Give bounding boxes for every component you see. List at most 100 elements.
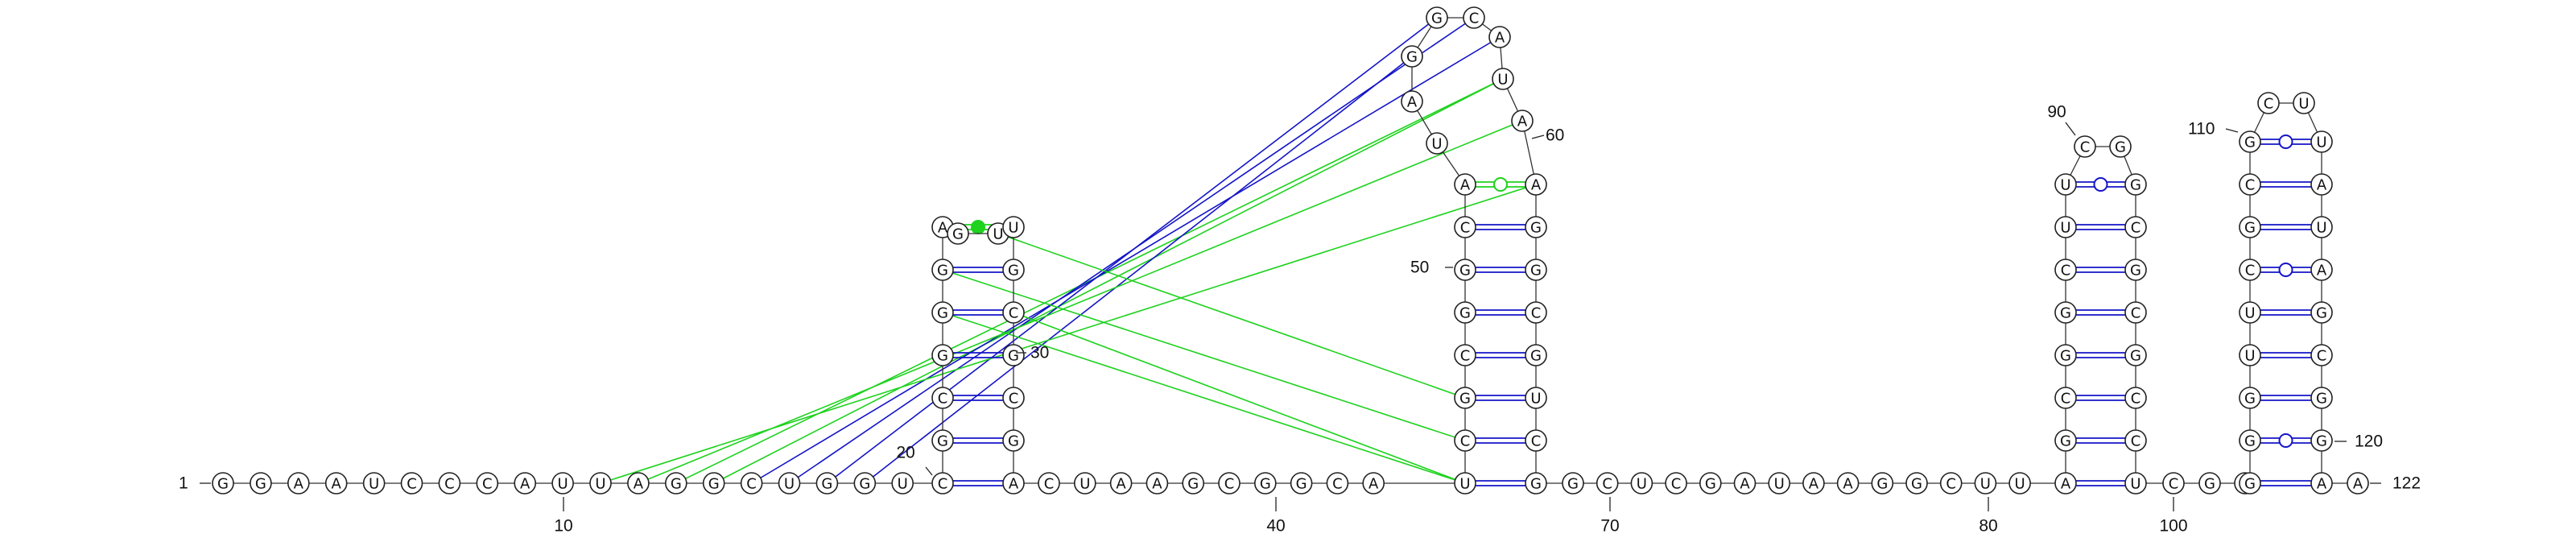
base-pair bbox=[2066, 224, 2136, 230]
nucleotide: C bbox=[2124, 301, 2147, 324]
nucleotide: C bbox=[1463, 6, 1485, 29]
nucleotide-letter: C bbox=[1946, 476, 1956, 493]
long-range-interaction bbox=[638, 120, 1523, 484]
long-range-interaction bbox=[713, 78, 1504, 484]
nucleotide-letter: C bbox=[407, 476, 417, 493]
nucleotide-letter: C bbox=[2131, 391, 2141, 408]
nucleotide: U bbox=[2124, 472, 2147, 495]
nucleotide: C bbox=[931, 472, 954, 495]
label-tick bbox=[2225, 128, 2239, 133]
nucleotide: G bbox=[2239, 387, 2261, 409]
position-label: 110 bbox=[2188, 120, 2215, 139]
label-tick bbox=[2065, 122, 2076, 136]
nucleotide-letter: G bbox=[2244, 433, 2256, 450]
position-label: 60 bbox=[1546, 126, 1564, 145]
nucleotide: G bbox=[1290, 472, 1313, 495]
nucleotide: U bbox=[551, 472, 574, 495]
nucleotide: C bbox=[2074, 135, 2096, 158]
nucleotide: U bbox=[778, 472, 801, 495]
pair-marker bbox=[2278, 263, 2293, 277]
nucleotide: C bbox=[2124, 429, 2147, 452]
nucleotide-letter: G bbox=[2060, 305, 2071, 322]
nucleotide: C bbox=[2162, 472, 2185, 495]
pair-marker bbox=[2093, 177, 2108, 192]
nucleotide: C bbox=[1596, 472, 1619, 495]
position-label: 122 bbox=[2392, 474, 2421, 493]
nucleotide-letter: G bbox=[1296, 476, 1307, 493]
nucleotide-letter: U bbox=[2244, 305, 2255, 322]
nucleotide: A bbox=[1362, 472, 1385, 495]
base-pair bbox=[2250, 181, 2322, 188]
nucleotide-letter: U bbox=[1431, 136, 1442, 153]
nucleotide: G bbox=[1254, 472, 1277, 495]
nucleotide-letter: C bbox=[938, 476, 948, 493]
nucleotide-letter: U bbox=[1080, 476, 1090, 493]
nucleotide: G bbox=[2124, 344, 2147, 366]
nucleotide: G bbox=[2109, 135, 2132, 158]
base-pair bbox=[2250, 433, 2322, 448]
nucleotide: C bbox=[2257, 92, 2280, 114]
nucleotide: U bbox=[2239, 301, 2261, 324]
nucleotide-letter: C bbox=[1469, 10, 1480, 27]
nucleotide-letter: U bbox=[1980, 476, 1991, 493]
nucleotide: C bbox=[438, 472, 461, 495]
nucleotide-letter: C bbox=[746, 476, 757, 493]
long-range-interaction bbox=[1013, 312, 1466, 484]
nucleotide: G bbox=[1454, 301, 1476, 324]
nucleotide-letter: C bbox=[2245, 177, 2256, 194]
nucleotide-letter: G bbox=[1431, 10, 1443, 27]
nucleotide-letter: G bbox=[2244, 476, 2256, 493]
nucleotide: C bbox=[2124, 387, 2147, 409]
nucleotide-letter: G bbox=[708, 476, 720, 493]
nucleotide-letter: G bbox=[2130, 348, 2141, 365]
nucleotide-letter: C bbox=[2317, 348, 2327, 365]
nucleotide: G bbox=[2239, 429, 2261, 452]
nucleotide: U bbox=[2054, 216, 2077, 238]
nucleotide-letter: U bbox=[1774, 476, 1785, 493]
nucleotide: G bbox=[1905, 472, 1928, 495]
position-label: 40 bbox=[1266, 517, 1285, 536]
nucleotide: G bbox=[1454, 259, 1476, 281]
long-range-interaction bbox=[942, 269, 1466, 441]
nucleotide-letter: U bbox=[1637, 476, 1647, 493]
nucleotide: G bbox=[931, 429, 954, 452]
nucleotide-letter: A bbox=[1809, 476, 1819, 493]
nucleotide-letter: C bbox=[444, 476, 455, 493]
nucleotide: G bbox=[1525, 216, 1547, 238]
nucleotide: U bbox=[891, 472, 914, 495]
nucleotide-letter: C bbox=[1009, 305, 1019, 322]
nucleotide-letter: G bbox=[2316, 391, 2327, 408]
nucleotide-letter: C bbox=[1224, 476, 1235, 493]
base-pair bbox=[2066, 437, 2136, 444]
nucleotide-letter: G bbox=[1705, 476, 1716, 493]
nucleotide: A bbox=[287, 472, 310, 495]
base-pair bbox=[2066, 480, 2136, 486]
nucleotide: G bbox=[2239, 216, 2261, 238]
nucleotide: G bbox=[1699, 472, 1722, 495]
nucleotide-letter: U bbox=[784, 476, 795, 493]
nucleotide-letter: G bbox=[2130, 263, 2141, 279]
nucleotide: G bbox=[1401, 45, 1423, 68]
nucleotide: C bbox=[400, 472, 423, 495]
base-pair bbox=[943, 267, 1013, 273]
nucleotide-letter: C bbox=[2169, 476, 2179, 493]
nucleotide: U bbox=[2293, 92, 2315, 114]
nucleotide-letter: C bbox=[2131, 433, 2141, 450]
nucleotide: G bbox=[2310, 387, 2333, 409]
nucleotide: C bbox=[1665, 472, 1687, 495]
nucleotide-letter: A bbox=[2317, 476, 2327, 493]
base-pair-layer bbox=[943, 134, 2322, 486]
base-pair bbox=[2066, 395, 2136, 401]
nucleotide: U bbox=[1768, 472, 1790, 495]
pair-marker bbox=[2278, 433, 2293, 448]
nucleotide: C bbox=[1218, 472, 1241, 495]
nucleotide-letter: U bbox=[2298, 96, 2309, 113]
nucleotide: G bbox=[2239, 130, 2261, 153]
nucleotide-letter: G bbox=[1530, 348, 1542, 365]
nucleotide: C bbox=[2310, 344, 2333, 366]
nucleotide: C bbox=[2239, 173, 2261, 196]
nucleotide-letter: A bbox=[1517, 114, 1528, 130]
nucleotide: C bbox=[1525, 301, 1547, 324]
base-pair bbox=[1465, 267, 1536, 273]
nucleotide: G bbox=[931, 344, 954, 366]
